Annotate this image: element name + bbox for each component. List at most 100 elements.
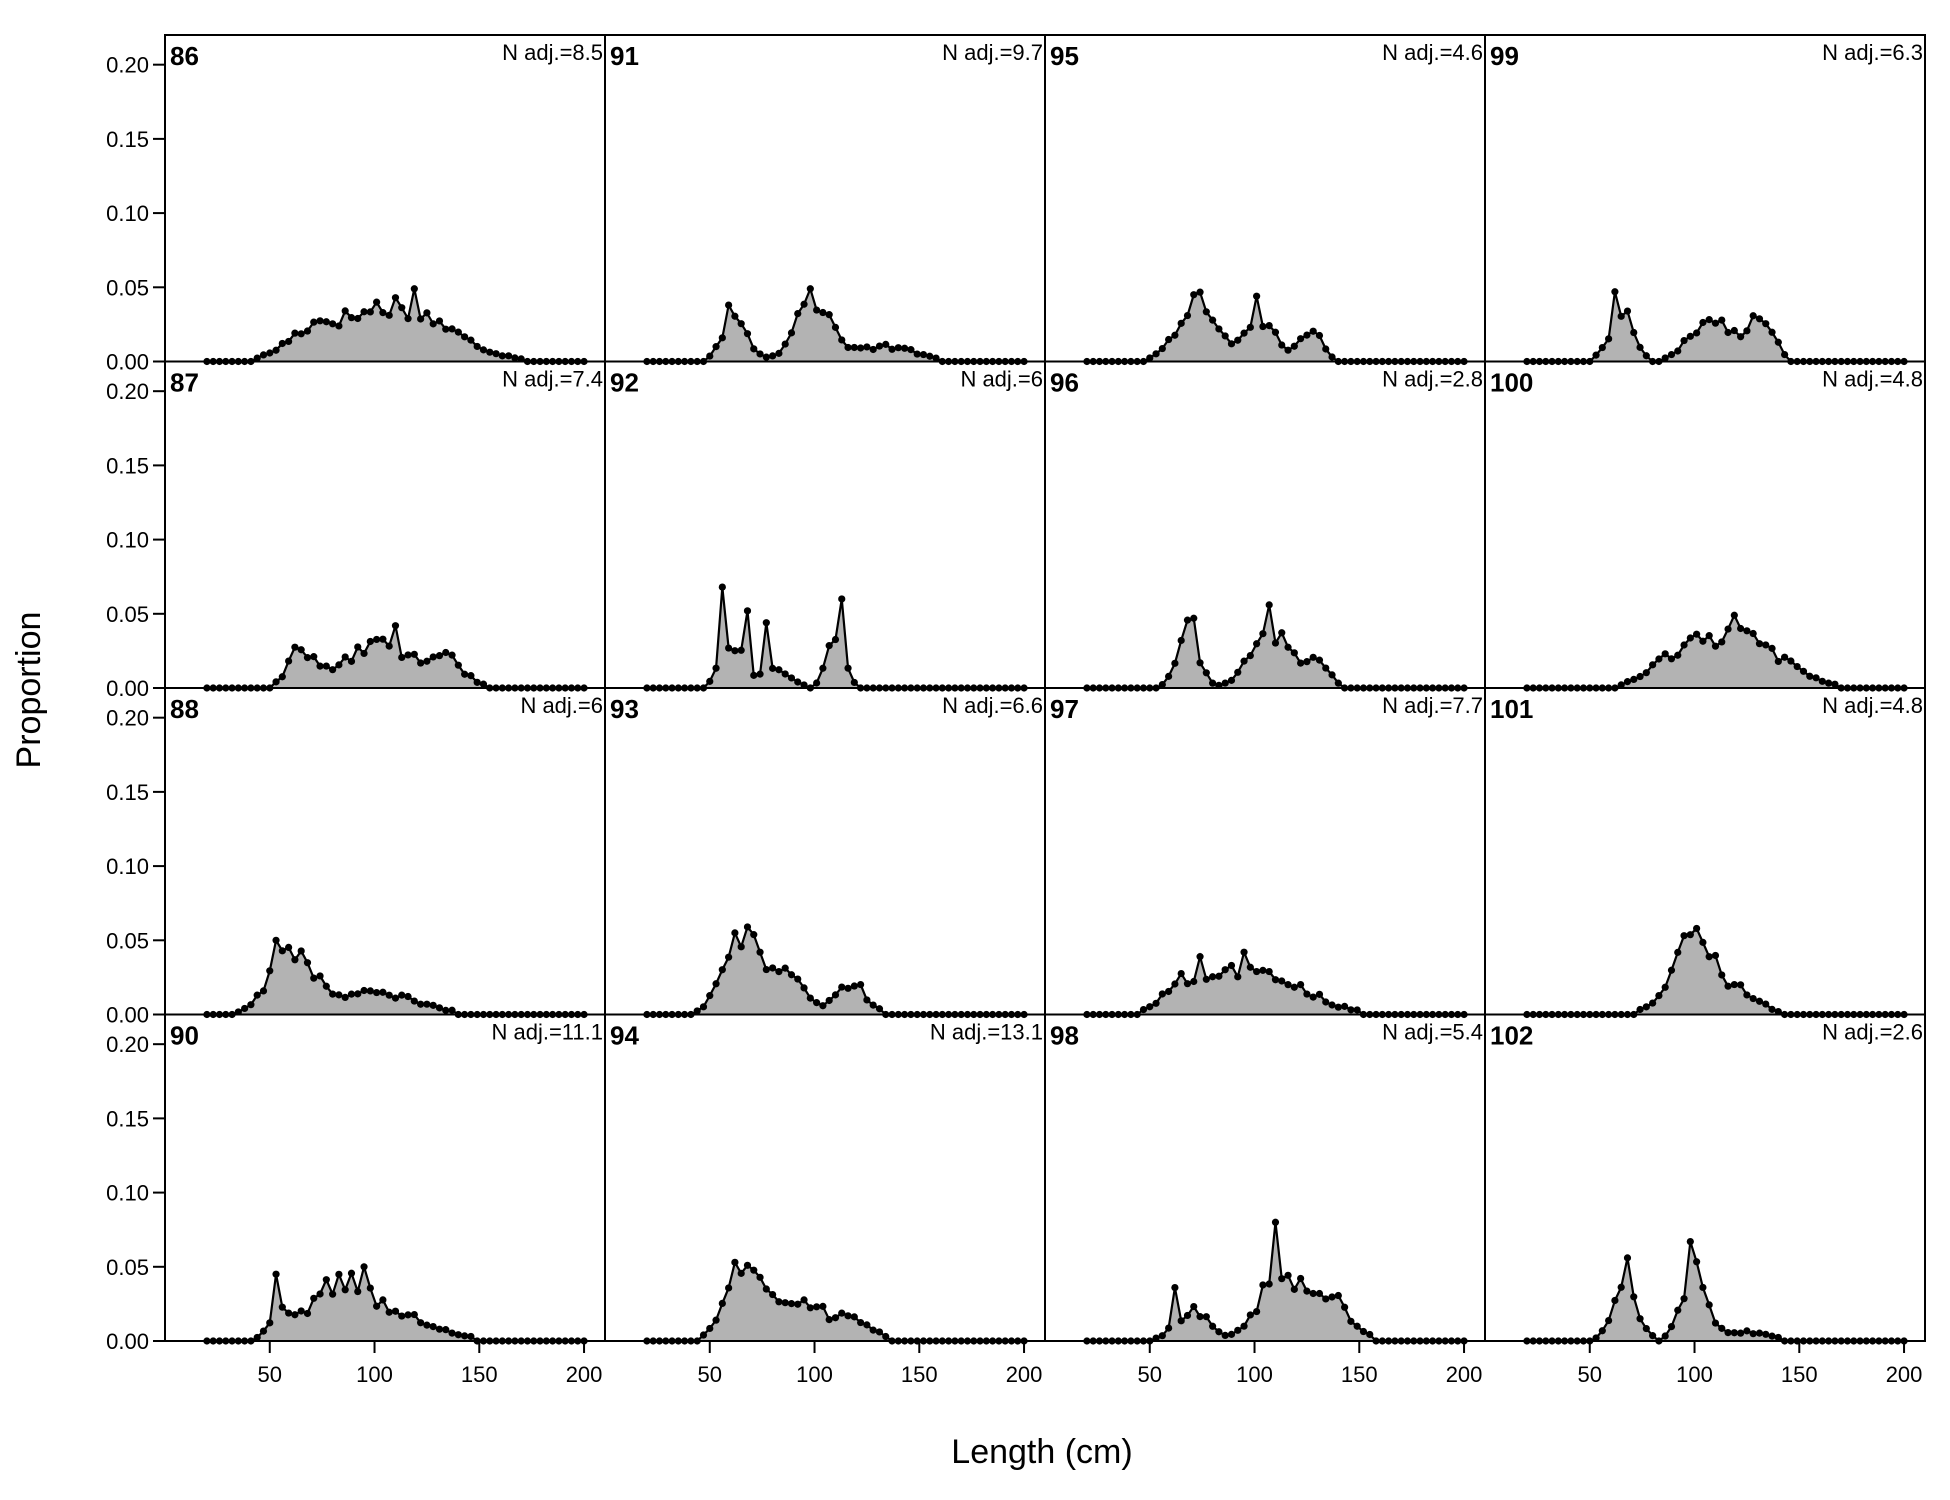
data-point: [429, 653, 437, 661]
x-tick-label: 50: [698, 1362, 722, 1387]
data-point: [373, 988, 381, 997]
data-point: [1209, 973, 1217, 981]
data-point: [712, 980, 720, 988]
data-point: [303, 654, 312, 662]
data-point: [1183, 311, 1192, 320]
data-point: [1718, 1324, 1726, 1332]
data-point: [1705, 316, 1713, 324]
data-point: [1347, 1006, 1355, 1014]
data-point: [417, 1319, 425, 1327]
data-point: [1693, 630, 1701, 638]
data-point: [699, 1003, 708, 1011]
data-point: [1303, 1287, 1311, 1295]
data-point: [1711, 951, 1720, 960]
data-point: [1278, 629, 1286, 637]
data-point: [1328, 1001, 1336, 1009]
panel-93: 93 N adj.=6.6: [604, 687, 1046, 1019]
x-tick-label: 150: [1781, 1362, 1818, 1387]
data-point: [1297, 980, 1305, 989]
data-point: [498, 352, 506, 360]
data-point: [1259, 322, 1267, 331]
n-adj-label: N adj.=6: [960, 367, 1043, 392]
data-point: [901, 344, 909, 352]
data-point: [297, 330, 305, 338]
panel-border: [604, 687, 1046, 1016]
data-point: [1278, 1275, 1286, 1283]
data-point: [875, 1005, 884, 1013]
data-point: [448, 651, 456, 659]
panel-label: 98: [1050, 1021, 1079, 1051]
panel-border: [1044, 34, 1486, 363]
data-point: [1611, 1296, 1619, 1305]
data-point: [391, 1307, 400, 1315]
data-point: [857, 980, 865, 989]
data-point: [1322, 345, 1330, 353]
data-point: [467, 1332, 475, 1341]
panel-label: 87: [170, 368, 199, 398]
data-point: [329, 990, 337, 998]
data-point: [1812, 674, 1820, 682]
panel-label: 93: [610, 694, 639, 724]
data-point: [1749, 629, 1757, 638]
data-point: [442, 1326, 450, 1334]
data-point: [787, 674, 796, 682]
data-point: [429, 1001, 437, 1009]
x-tick-label: 200: [1006, 1362, 1043, 1387]
data-point: [1737, 333, 1745, 341]
data-point: [1215, 325, 1223, 333]
data-point: [1290, 1285, 1298, 1293]
data-point: [1253, 967, 1261, 976]
data-point: [1755, 1329, 1764, 1337]
data-point: [913, 350, 921, 358]
data-point: [781, 340, 789, 348]
data-point: [1183, 616, 1192, 624]
data-point: [1749, 312, 1757, 320]
data-point: [1265, 601, 1273, 609]
data-point: [1825, 679, 1833, 687]
data-point: [347, 314, 356, 322]
data-point: [781, 1299, 789, 1307]
data-point: [310, 653, 318, 661]
data-point: [737, 943, 745, 951]
data-point: [266, 967, 274, 975]
data-point: [794, 975, 802, 983]
data-point: [1768, 1005, 1776, 1013]
data-point: [762, 965, 770, 974]
data-point: [850, 1313, 858, 1321]
data-point: [794, 1300, 802, 1308]
n-adj-label: N adj.=11.1: [491, 1020, 603, 1045]
data-point: [1221, 679, 1229, 687]
y-tick-label: 0.20: [106, 53, 149, 78]
data-point: [1686, 634, 1694, 642]
y-tick-label: 0.20: [106, 379, 149, 404]
data-point: [1661, 650, 1669, 658]
data-point: [1221, 332, 1229, 340]
data-point: [857, 344, 865, 352]
data-point: [1649, 661, 1657, 669]
data-point: [385, 311, 393, 319]
data-point: [1630, 328, 1638, 337]
data-point: [756, 670, 764, 678]
data-point: [1165, 672, 1173, 680]
data-point: [1158, 344, 1166, 353]
data-point: [391, 622, 400, 630]
y-tick-label: 0.15: [106, 127, 149, 152]
data-point: [278, 673, 286, 681]
data-point: [1680, 641, 1688, 649]
data-point: [1705, 953, 1713, 961]
data-point: [1623, 307, 1632, 315]
data-point: [756, 948, 764, 956]
data-point: [391, 994, 400, 1002]
n-adj-label: N adj.=4.8: [1822, 693, 1923, 718]
data-point: [800, 300, 808, 308]
data-point: [278, 1303, 286, 1311]
data-point: [750, 671, 758, 679]
data-point: [1271, 639, 1280, 647]
data-point: [366, 987, 374, 995]
data-point: [303, 959, 312, 967]
data-point: [461, 1332, 469, 1340]
data-point: [1297, 659, 1305, 667]
data-point: [800, 1296, 808, 1304]
panel-border: [1484, 1013, 1926, 1342]
x-axis-col-2: 50 100 150 200: [698, 1341, 1043, 1387]
